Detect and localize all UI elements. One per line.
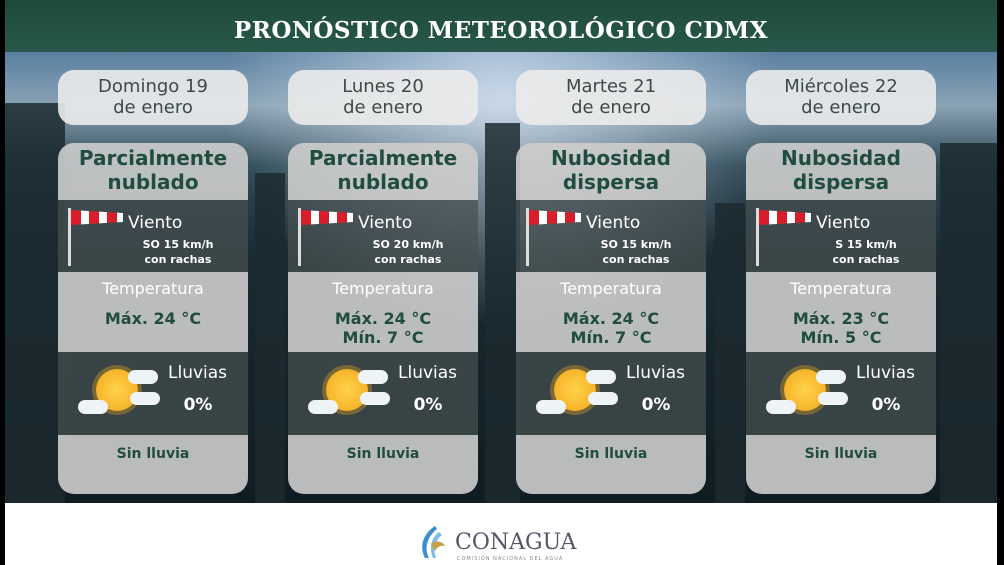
rain-probability: 0%: [641, 395, 671, 415]
temperature-section: Temperatura Máx. 23 °C Mín. 5 °C: [746, 272, 936, 352]
logo-name: CONAGUA: [455, 530, 577, 555]
windsock-icon: [68, 208, 71, 266]
day-name: Lunes 20: [342, 76, 424, 97]
temp-max: Máx. 24 °C: [562, 309, 660, 328]
rain-section: Lluvias 0%: [58, 352, 248, 435]
date-pill: Lunes 20 de enero: [288, 70, 478, 125]
rain-label: Lluvias: [168, 363, 228, 383]
temperature-section: Temperatura Máx. 24 °C Mín. 7 °C: [288, 272, 478, 352]
logo-subtitle: COMISIÓN NACIONAL DEL AGUA: [457, 556, 564, 562]
forecast-infographic: PRONÓSTICO METEOROLÓGICO CDMX Domingo 19…: [5, 0, 997, 565]
wind-gusts: con rachas: [832, 253, 900, 266]
rain-section: Lluvias 0%: [746, 352, 936, 435]
condition-line: Nubosidad: [551, 146, 671, 170]
rain-label: Lluvias: [856, 363, 916, 383]
rain-label: Lluvias: [398, 363, 458, 383]
date-pill: Martes 21 de enero: [516, 70, 706, 125]
forecast-card: Nubosidad dispersa Viento SO 15 km/h con …: [516, 143, 706, 494]
condition: Nubosidad dispersa: [746, 143, 936, 200]
windsock-icon: [526, 208, 529, 266]
rain-summary: Sin lluvia: [516, 435, 706, 494]
wind-label: Viento: [358, 213, 413, 233]
temp-min: Mín. 7 °C: [570, 328, 652, 347]
temperature-label: Temperatura: [790, 279, 892, 298]
condition-line: dispersa: [792, 170, 890, 194]
wind-speed: SO 20 km/h: [372, 238, 444, 251]
wind-speed: S 15 km/h: [835, 238, 897, 251]
temp-max: Máx. 24 °C: [334, 309, 432, 328]
wind-section: Viento SO 15 km/h con rachas: [516, 200, 706, 272]
wind-value: SO 15 km/h con rachas: [576, 237, 696, 267]
condition-line: Nubosidad: [781, 146, 901, 170]
day-month: de enero: [571, 97, 651, 118]
rain-section: Lluvias 0%: [516, 352, 706, 435]
temperature-label: Temperatura: [332, 279, 434, 298]
rain-label: Lluvias: [626, 363, 686, 383]
rain-probability: 0%: [871, 395, 901, 415]
rain-summary: Sin lluvia: [58, 435, 248, 494]
rain-summary: Sin lluvia: [746, 435, 936, 494]
day-name: Miércoles 22: [784, 76, 898, 97]
windsock-flag-icon: [301, 210, 353, 225]
temp-max: Máx. 23 °C: [792, 309, 890, 328]
page-title: PRONÓSTICO METEOROLÓGICO CDMX: [5, 0, 997, 52]
condition-line: Parcialmente: [78, 146, 228, 170]
wind-gusts: con rachas: [144, 253, 212, 266]
windsock-icon: [756, 208, 759, 266]
temp-min: Mín. 5 °C: [800, 328, 882, 347]
forecast-card: Parcialmente nublado Viento SO 15 km/h co…: [58, 143, 248, 494]
rain-probability: 0%: [413, 395, 443, 415]
wind-value: SO 20 km/h con rachas: [348, 237, 468, 267]
condition-line: nublado: [337, 170, 429, 194]
forecast-card: Nubosidad dispersa Viento S 15 km/h con r…: [746, 143, 936, 494]
day-name: Domingo 19: [98, 76, 208, 97]
wind-value: S 15 km/h con rachas: [806, 237, 926, 267]
windsock-icon: [298, 208, 301, 266]
windsock-flag-icon: [529, 210, 581, 225]
condition-line: dispersa: [562, 170, 660, 194]
day-month: de enero: [113, 97, 193, 118]
footer: [5, 503, 997, 565]
wind-gusts: con rachas: [374, 253, 442, 266]
wind-label: Viento: [128, 213, 183, 233]
condition-line: nublado: [107, 170, 199, 194]
wind-section: Viento SO 20 km/h con rachas: [288, 200, 478, 272]
day-month: de enero: [801, 97, 881, 118]
temperature-label: Temperatura: [560, 279, 662, 298]
wind-speed: SO 15 km/h: [142, 238, 214, 251]
forecast-card: Parcialmente nublado Viento SO 20 km/h co…: [288, 143, 478, 494]
windsock-flag-icon: [71, 210, 123, 225]
condition: Parcialmente nublado: [288, 143, 478, 200]
condition: Parcialmente nublado: [58, 143, 248, 200]
temp-max: Máx. 24 °C: [104, 309, 202, 328]
wind-gusts: con rachas: [602, 253, 670, 266]
wind-value: SO 15 km/h con rachas: [118, 237, 238, 267]
windsock-flag-icon: [759, 210, 811, 225]
temperature-section: Temperatura Máx. 24 °C Mín. 7 °C: [516, 272, 706, 352]
rain-probability: 0%: [183, 395, 213, 415]
conagua-logo-icon: [422, 526, 445, 558]
day-name: Martes 21: [565, 76, 657, 97]
wind-label: Viento: [586, 213, 641, 233]
wind-section: Viento S 15 km/h con rachas: [746, 200, 936, 272]
date-pill: Miércoles 22 de enero: [746, 70, 936, 125]
temperature-label: Temperatura: [102, 279, 204, 298]
wind-section: Viento SO 15 km/h con rachas: [58, 200, 248, 272]
date-pill: Domingo 19 de enero: [58, 70, 248, 125]
condition: Nubosidad dispersa: [516, 143, 706, 200]
rain-summary: Sin lluvia: [288, 435, 478, 494]
temperature-section: Temperatura Máx. 24 °C: [58, 272, 248, 352]
condition-line: Parcialmente: [308, 146, 458, 170]
temp-min: Mín. 7 °C: [342, 328, 424, 347]
day-month: de enero: [343, 97, 423, 118]
wind-speed: SO 15 km/h: [600, 238, 672, 251]
wind-label: Viento: [816, 213, 871, 233]
rain-section: Lluvias 0%: [288, 352, 478, 435]
